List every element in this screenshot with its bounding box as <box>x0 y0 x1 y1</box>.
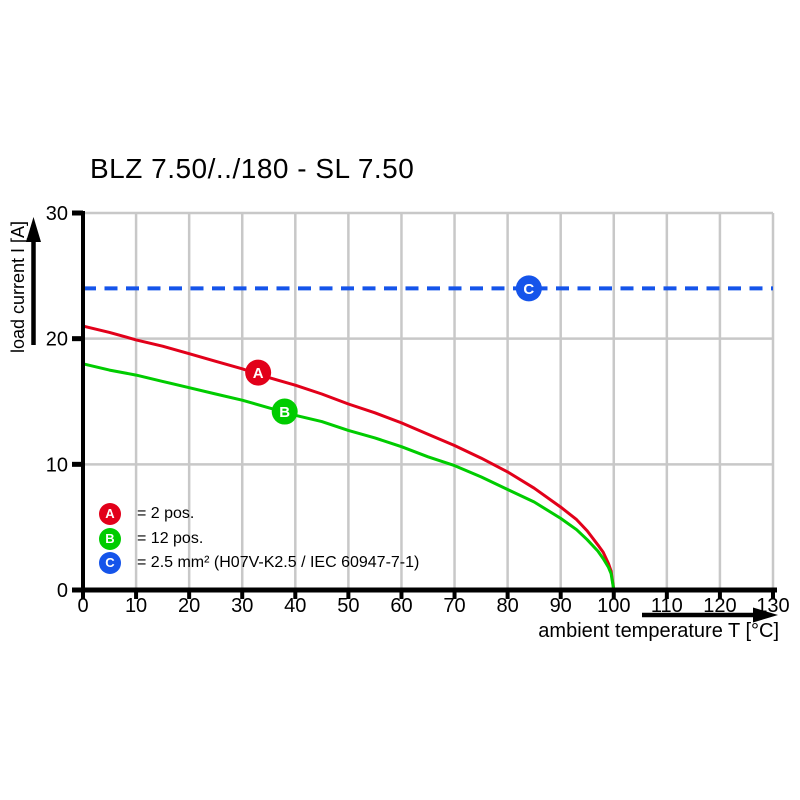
x-tick-label: 80 <box>496 595 518 617</box>
curve-marker-B-icon <box>271 398 298 425</box>
legend-label-C: = 2.5 mm² (H07V-K2.5 / IEC 60947-7-1) <box>137 554 420 571</box>
x-tick-label: 20 <box>178 595 200 617</box>
x-tick-label: 0 <box>77 595 88 617</box>
curve-marker-letter-C: C <box>523 281 534 298</box>
up-arrow-icon <box>26 217 41 242</box>
chart-legend: A = 2 pos. B = 12 pos. C = 2.5 mm² (H07V… <box>99 502 419 576</box>
right-arrow-icon <box>753 607 778 623</box>
legend-label-A: = 2 pos. <box>137 505 195 522</box>
curve-marker-letter-B: B <box>279 404 290 421</box>
x-tick-label: 30 <box>231 595 253 617</box>
series-line-B <box>82 362 616 591</box>
legend-item-C: C = 2.5 mm² (H07V-K2.5 / IEC 60947-7-1) <box>99 551 419 575</box>
curve-marker-A-icon <box>245 359 272 386</box>
curve-marker-C-icon <box>515 275 542 302</box>
x-tick-label: 110 <box>651 595 683 617</box>
legend-item-B: B = 12 pos. <box>99 527 419 551</box>
x-tick-label: 60 <box>390 595 412 617</box>
x-tick-label: 100 <box>597 595 630 617</box>
x-tick-label: 70 <box>443 595 465 617</box>
legend-badge-c-icon: C <box>99 552 121 574</box>
legend-item-A: A = 2 pos. <box>99 502 419 526</box>
y-tick-label: 0 <box>57 580 68 602</box>
legend-label-B: = 12 pos. <box>137 529 204 547</box>
x-tick-label: 40 <box>284 595 306 617</box>
x-axis-label: ambient temperature T [°C] <box>538 620 779 642</box>
x-tick-label: 10 <box>125 595 147 617</box>
x-tick-label: 90 <box>550 595 572 617</box>
y-tick-label: 10 <box>46 454 68 476</box>
x-tick-label: 50 <box>337 595 359 617</box>
curve-marker-letter-A: A <box>253 365 264 382</box>
x-tick-label: 120 <box>703 595 736 617</box>
series-line-A <box>82 324 616 591</box>
y-tick-label: 20 <box>46 329 68 351</box>
chart-title: BLZ 7.50/../180 - SL 7.50 <box>90 153 415 184</box>
legend-badge-b-icon: B <box>99 527 121 550</box>
legend-badge-a-icon: A <box>99 503 121 525</box>
y-tick-label: 30 <box>46 203 68 225</box>
